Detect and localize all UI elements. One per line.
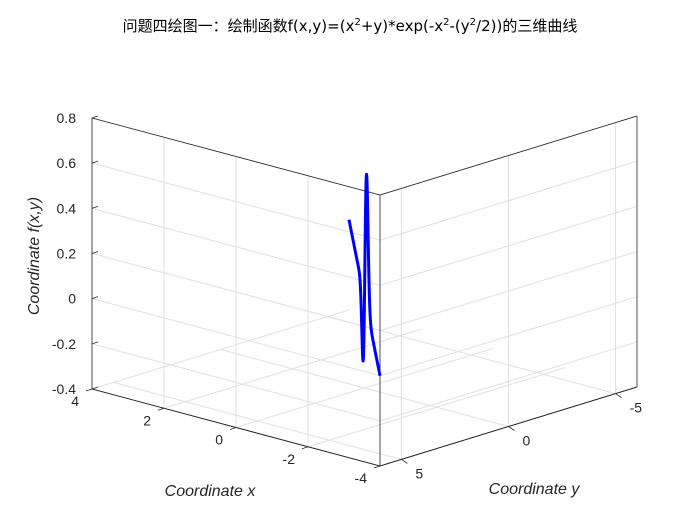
z-tick-label: 0.8 — [57, 110, 77, 126]
grid-line — [91, 207, 381, 286]
x-axis-label: Coordinate x — [165, 483, 257, 500]
z-tick-mark — [91, 115, 99, 119]
z-tick-label: 0 — [68, 291, 76, 307]
y-tick-label: -5 — [630, 400, 643, 416]
z-tick-label: -0.4 — [52, 381, 76, 397]
z-tick-mark — [91, 296, 99, 300]
x-tick-label: 0 — [215, 432, 223, 448]
z-tick-label: 0.4 — [57, 200, 77, 216]
chart-title: 问题四绘图一：绘制函数f(x,y)=(x2+y)*exp(-x2-(y2/2))… — [123, 17, 578, 35]
x-tick-label: -2 — [283, 451, 296, 467]
z-tick-mark — [91, 341, 99, 345]
grid-line — [91, 343, 381, 422]
y-tick-mark — [401, 459, 408, 464]
grid-line — [91, 253, 381, 331]
grid-line — [91, 162, 381, 241]
grid-line — [379, 160, 638, 241]
z-tick-label: 0.6 — [57, 155, 77, 171]
plot-area — [347, 172, 382, 377]
x-tick-label: 4 — [71, 393, 79, 409]
grid-line — [379, 205, 638, 286]
x-tick-label: -4 — [355, 470, 368, 486]
y-tick-mark — [508, 426, 515, 431]
y-tick-label: 0 — [523, 433, 531, 449]
grid-line — [113, 381, 402, 460]
x-tick-mark — [157, 407, 165, 411]
x-tick-mark — [229, 427, 237, 430]
grid-line — [91, 298, 381, 377]
grid-line — [379, 296, 638, 377]
y-tick-label: 5 — [415, 465, 423, 481]
box-edge — [91, 117, 381, 196]
x-tick-mark — [301, 446, 309, 450]
x-tick-mark — [373, 465, 381, 469]
grid-line — [379, 251, 638, 331]
y-tick-mark — [615, 393, 622, 398]
z-axis-label: Coordinate f(x,y) — [26, 197, 43, 315]
x-tick-mark — [85, 388, 93, 392]
z-tick-label: -0.2 — [52, 336, 76, 352]
z-tick-mark — [91, 251, 99, 254]
box-edge — [379, 115, 638, 196]
z-tick-mark — [91, 386, 99, 390]
z-tick-label: 0.2 — [57, 246, 77, 262]
tick-marks — [85, 115, 622, 469]
grid-line — [379, 341, 638, 422]
tick-labels: -4 -2 0 2 4 -5 0 5 -0.4 -0.2 0 0.2 0.4 0.6 0.8 — [52, 110, 642, 486]
z-tick-mark — [91, 205, 99, 209]
x-tick-label: 2 — [143, 412, 151, 428]
z-tick-mark — [91, 160, 99, 164]
curve-line — [347, 172, 382, 377]
grid-line — [220, 349, 509, 427]
y-axis-label: Coordinate y — [489, 481, 581, 498]
